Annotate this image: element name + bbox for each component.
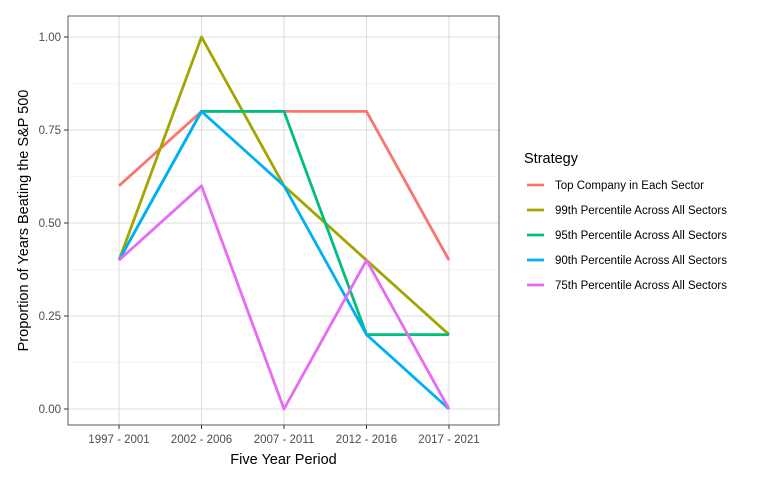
legend: Strategy Top Company in Each Sector 99th …	[524, 151, 727, 292]
x-tick-label: 2007 - 2011	[254, 434, 315, 446]
x-tick-label: 2017 - 2021	[418, 434, 479, 446]
y-tick-label: 0.50	[39, 218, 61, 230]
legend-title: Strategy	[524, 151, 579, 167]
y-tick-label: 0.00	[39, 404, 61, 416]
legend-label: 90th Percentile Across All Sectors	[555, 255, 727, 267]
x-axis: 1997 - 2001 2002 - 2006 2007 - 2011 2012 - …	[88, 425, 480, 446]
legend-label: 75th Percentile Across All Sectors	[555, 280, 727, 292]
x-tick-label: 2012 - 2016	[336, 434, 397, 446]
x-tick-label: 2002 - 2006	[171, 434, 232, 446]
x-axis-title: Five Year Period	[230, 452, 336, 468]
legend-label: Top Company in Each Sector	[555, 180, 704, 192]
y-axis-title: Proportion of Years Beating the S&P 500	[16, 90, 32, 352]
y-tick-label: 1.00	[39, 32, 61, 44]
x-tick-label: 1997 - 2001	[88, 434, 149, 446]
y-axis: 0.00 0.25 0.50 0.75 1.00	[39, 32, 68, 416]
series-lines	[117, 35, 451, 411]
legend-label: 99th Percentile Across All Sectors	[555, 205, 727, 217]
y-tick-label: 0.25	[39, 311, 61, 323]
series-line	[117, 110, 450, 411]
series-line	[118, 184, 451, 411]
y-tick-label: 0.75	[39, 125, 61, 137]
legend-label: 95th Percentile Across All Sectors	[555, 230, 727, 242]
